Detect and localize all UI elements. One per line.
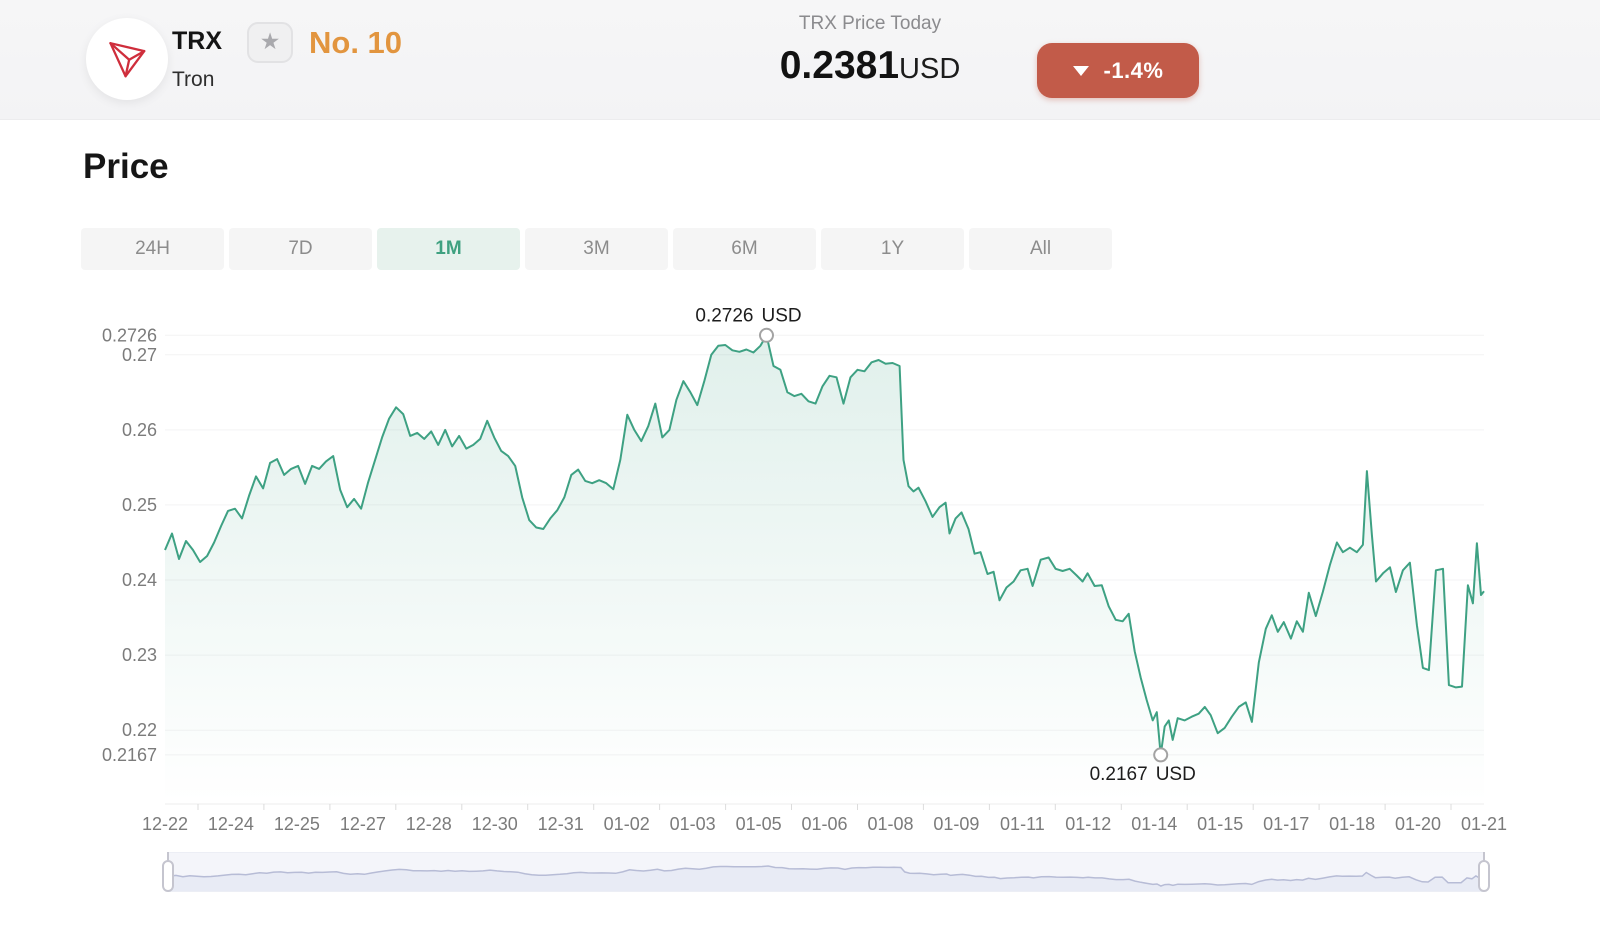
x-axis-ticks [197,804,1452,810]
svg-text:01-15: 01-15 [1197,814,1243,834]
tab-6m[interactable]: 6M [673,228,816,270]
navigator-right-handle[interactable] [1478,860,1490,892]
svg-text:01-14: 01-14 [1131,814,1177,834]
svg-text:01-08: 01-08 [867,814,913,834]
price-area-fill [165,335,1484,803]
tab-3m[interactable]: 3M [525,228,668,270]
tab-1m[interactable]: 1M [377,228,520,270]
svg-text:01-02: 01-02 [604,814,650,834]
svg-text:12-27: 12-27 [340,814,386,834]
svg-text:01-20: 01-20 [1395,814,1441,834]
coin-rank: No. 10 [309,25,403,60]
star-icon: ★ [259,28,281,54]
svg-text:12-31: 12-31 [538,814,584,834]
price-change-badge[interactable]: -1.4% [1037,43,1199,98]
tron-logo-icon [109,42,146,78]
svg-text:0.25: 0.25 [122,495,157,515]
svg-text:01-05: 01-05 [736,814,782,834]
svg-text:12-28: 12-28 [406,814,452,834]
tab-24h[interactable]: 24H [81,228,224,270]
svg-text:01-11: 01-11 [1000,814,1045,834]
tab-1y[interactable]: 1Y [821,228,964,270]
min-price-annotation: 0.2167 USD [1090,747,1196,785]
svg-text:12-30: 12-30 [472,814,518,834]
svg-text:0.2726: 0.2726 [102,325,157,345]
triangle-down-icon [1072,65,1089,76]
svg-text:01-09: 01-09 [933,814,979,834]
svg-text:01-18: 01-18 [1329,814,1375,834]
navigator-line [169,865,1483,887]
page-title: Price [83,147,169,186]
svg-text:12-22: 12-22 [142,814,188,834]
coin-name: Tron [172,68,215,91]
tron-logo [86,18,168,100]
svg-text:01-21: 01-21 [1461,814,1507,834]
svg-text:12-24: 12-24 [208,814,254,834]
price-change-value: -1.4% [1103,57,1164,83]
navigator-left-handle[interactable] [162,860,174,892]
coin-header: TRX Tron ★ No. 10 TRX Price Today 0.2381… [0,0,1600,120]
timeframe-tabs: 24H 7D 1M 3M 6M 1Y All [81,228,1112,270]
tab-all[interactable]: All [969,228,1112,270]
svg-text:0.23: 0.23 [122,645,157,665]
price-row: 0.2381USD [740,44,1000,88]
price-currency: USD [899,53,961,85]
svg-text:01-17: 01-17 [1263,814,1309,834]
svg-text:01-03: 01-03 [670,814,716,834]
svg-text:0.22: 0.22 [122,720,157,740]
price-block: TRX Price Today 0.2381USD [740,13,1000,88]
navigator-area-fill [169,866,1483,891]
max-price-annotation: 0.2726 USD [695,305,802,343]
tab-7d[interactable]: 7D [229,228,372,270]
coin-symbol: TRX [172,27,222,55]
svg-text:0.26: 0.26 [122,420,157,440]
svg-text:12-25: 12-25 [274,814,320,834]
svg-text:01-06: 01-06 [801,814,847,834]
current-price: 0.2381 [779,44,900,87]
svg-text:0.27: 0.27 [122,345,157,365]
navigator-mini-chart [169,865,1483,891]
range-navigator[interactable] [168,852,1484,892]
svg-text:01-12: 01-12 [1065,814,1111,834]
price-line [164,334,1485,756]
svg-text:0.24: 0.24 [122,570,157,590]
x-axis-labels: 12-22 12-24 12-25 12-27 12-28 12-30 12-31 01-02… [142,814,1507,834]
price-today-label: TRX Price Today [798,13,942,34]
favorite-button[interactable]: ★ [247,22,293,63]
svg-text:0.2167: 0.2167 [102,745,157,765]
